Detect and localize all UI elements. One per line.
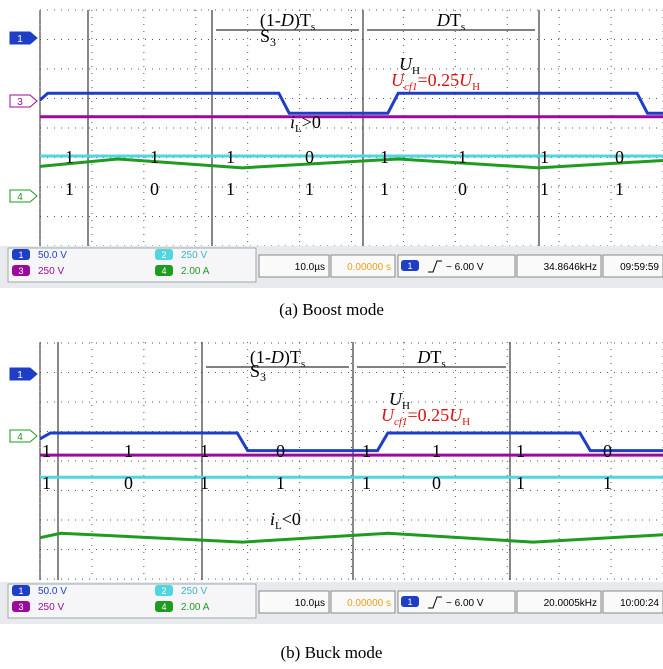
state-digit: 1 <box>226 147 235 167</box>
channel-scale-chip-label: 1 <box>18 250 23 260</box>
trigger-channel-chip-label: 1 <box>407 597 412 607</box>
channel-scale-chip-label: 2 <box>161 250 166 260</box>
channel-scale-value: 50.0 V <box>38 250 67 261</box>
channel-scale-value: 250 V <box>181 250 207 261</box>
state-digit: 1 <box>380 179 389 199</box>
il-label: iL<0 <box>270 509 301 532</box>
channel-scale-value: 250 V <box>38 602 64 613</box>
channel-scale-value: 2.00 A <box>181 266 210 277</box>
period-on-label: DTs <box>416 347 445 370</box>
state-digit: 1 <box>362 441 371 461</box>
channel-scale-chip-label: 3 <box>18 602 23 612</box>
caption-buck: (b) Buck mode <box>0 643 663 663</box>
state-digit: 0 <box>603 441 612 461</box>
state-digit: 1 <box>124 441 133 461</box>
state-digit: 1 <box>603 473 612 493</box>
state-digit: 1 <box>42 441 51 461</box>
state-digit: 1 <box>540 147 549 167</box>
state-digit: 1 <box>362 473 371 493</box>
timestamp: 10:00:24 <box>620 598 659 609</box>
time-per-div: 10.0µs <box>295 598 325 609</box>
state-digit: 1 <box>200 473 209 493</box>
channel-scale-value: 2.00 A <box>181 602 210 613</box>
trigger-level: − 6.00 V <box>446 598 484 609</box>
state-digit: 1 <box>305 179 314 199</box>
channel-scale-chip-label: 1 <box>18 586 23 596</box>
state-digit: 1 <box>200 441 209 461</box>
trigger-delay: 0.00000 s <box>347 262 391 273</box>
trigger-level: − 6.00 V <box>446 262 484 273</box>
state-digit: 1 <box>276 473 285 493</box>
state-digit: 0 <box>615 147 624 167</box>
state-digit: 1 <box>150 147 159 167</box>
state-digit: 0 <box>276 441 285 461</box>
state-digit: 1 <box>42 473 51 493</box>
caption-boost: (a) Boost mode <box>0 300 663 320</box>
frequency-readout: 34.8646kHz <box>544 262 597 273</box>
channel-scale-value: 250 V <box>181 586 207 597</box>
scope-screen <box>0 342 663 580</box>
time-per-div: 10.0µs <box>295 262 325 273</box>
state-digit: 1 <box>65 147 74 167</box>
state-digit: 1 <box>615 179 624 199</box>
channel-scale-chip-label: 4 <box>161 602 166 612</box>
channel-marker-label: 3 <box>17 97 23 108</box>
timestamp: 09:59:59 <box>620 262 659 273</box>
state-digit: 0 <box>432 473 441 493</box>
state-digit: 0 <box>124 473 133 493</box>
channel-marker-label: 1 <box>17 34 23 45</box>
channel-scale-value: 50.0 V <box>38 586 67 597</box>
frequency-readout: 20.0005kHz <box>544 598 597 609</box>
state-digit: 1 <box>458 147 467 167</box>
channel-marker-label: 4 <box>17 432 23 443</box>
period-on-label: DTs <box>436 10 465 33</box>
state-digit: 1 <box>226 179 235 199</box>
trigger-channel-chip-label: 1 <box>407 261 412 271</box>
state-digit: 1 <box>516 473 525 493</box>
trigger-delay: 0.00000 s <box>347 598 391 609</box>
channel-marker-label: 1 <box>17 370 23 381</box>
state-digit: 1 <box>516 441 525 461</box>
channel-scale-chip-label: 3 <box>18 266 23 276</box>
channel-scale-chip-label: 2 <box>161 586 166 596</box>
state-digit: 1 <box>65 179 74 199</box>
channel-scale-chip-label: 4 <box>161 266 166 276</box>
state-digit: 0 <box>150 179 159 199</box>
state-digit: 1 <box>380 147 389 167</box>
channel-scale-value: 250 V <box>38 266 64 277</box>
state-digit: 0 <box>305 147 314 167</box>
state-digit: 1 <box>432 441 441 461</box>
il-label: iL>0 <box>290 112 321 135</box>
state-digit: 1 <box>540 179 549 199</box>
state-digit: 0 <box>458 179 467 199</box>
channel-marker-label: 4 <box>17 192 23 203</box>
scope-screen <box>0 10 663 246</box>
